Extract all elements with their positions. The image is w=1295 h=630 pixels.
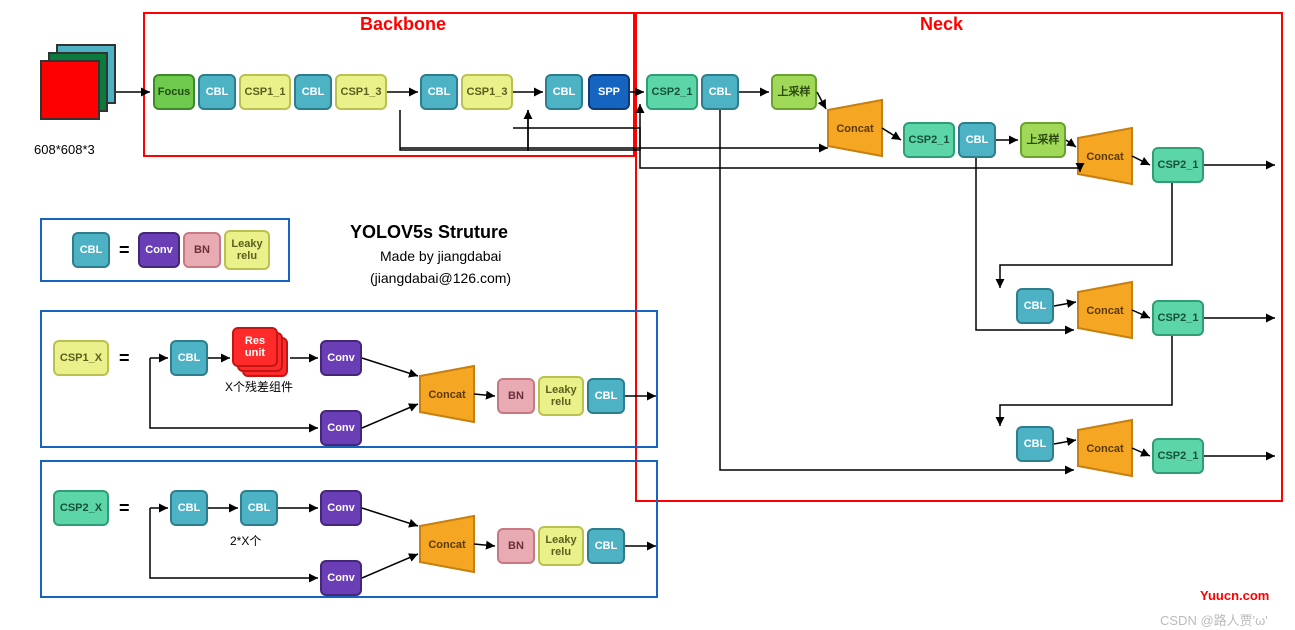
block-cbl_n4: CBL [1016,426,1054,462]
block-pC_relu: Leakyrelu [538,526,584,566]
block-up2: 上采样 [1020,122,1066,158]
diagram-canvas: BackboneNeck608*608*3FocusCBLCSP1_1CBLCS… [0,0,1295,630]
block-pC_conv1: Conv [320,490,362,526]
block-pA_relu: Leakyrelu [224,230,270,270]
block-csp2_n5: CSP2_1 [1152,438,1204,474]
block-pC_conv2: Conv [320,560,362,596]
block-cbl_n3: CBL [1016,288,1054,324]
block-pB_relu: Leakyrelu [538,376,584,416]
block-cbl_n1: CBL [701,74,739,110]
region-label-backbone: Backbone [360,14,446,35]
block-csp2_n3: CSP2_1 [1152,147,1204,183]
block-pC_cbl3: CBL [587,528,625,564]
block-csp1_3a: CSP1_3 [335,74,387,110]
block-cbl_n2: CBL [958,122,996,158]
eqC: = [119,498,130,519]
block-spp: SPP [588,74,630,110]
block-pC_cbl2: CBL [240,490,278,526]
block-pC_cbl1: CBL [170,490,208,526]
block-pB_conv1: Conv [320,340,362,376]
block-pA_cbl: CBL [72,232,110,268]
region-label-neck: Neck [920,14,963,35]
resunit-caption: X个残差组件 [225,378,293,395]
block-pB_bn: BN [497,378,535,414]
watermark-1: Yuucn.com [1200,588,1269,603]
block-focus: Focus [153,74,195,110]
block-cbl_b2: CBL [294,74,332,110]
block-csp2_n2: CSP2_1 [903,122,955,158]
block-cbl_b3: CBL [420,74,458,110]
title: YOLOV5s Struture [350,222,508,243]
block-csp2_n4: CSP2_1 [1152,300,1204,336]
block-up1: 上采样 [771,74,817,110]
subtitle-1: Made by jiangdabai [380,248,501,264]
input-caption: 608*608*3 [34,142,95,157]
block-csp1_3b: CSP1_3 [461,74,513,110]
block-pC_bn: BN [497,528,535,564]
block-csp1_1: CSP1_1 [239,74,291,110]
block-csp2_n1: CSP2_1 [646,74,698,110]
eqB: = [119,348,130,369]
block-pC_lab: CSP2_X [53,490,109,526]
block-pB_conv2: Conv [320,410,362,446]
block-pB_cbl2: CBL [587,378,625,414]
watermark-2: CSDN @路人贾'ω' [1160,610,1268,629]
block-pB_cbl: CBL [170,340,208,376]
subtitle-2: (jiangdabai@126.com) [370,270,511,286]
block-pA_bn: BN [183,232,221,268]
block-cbl_b4: CBL [545,74,583,110]
block-pB_lab: CSP1_X [53,340,109,376]
input-image-stack [40,44,120,124]
twox-caption: 2*X个 [230,532,261,549]
block-cbl_b1: CBL [198,74,236,110]
resunit-layer-0: Resunit [232,327,278,367]
block-pA_conv: Conv [138,232,180,268]
eqA: = [119,240,130,261]
